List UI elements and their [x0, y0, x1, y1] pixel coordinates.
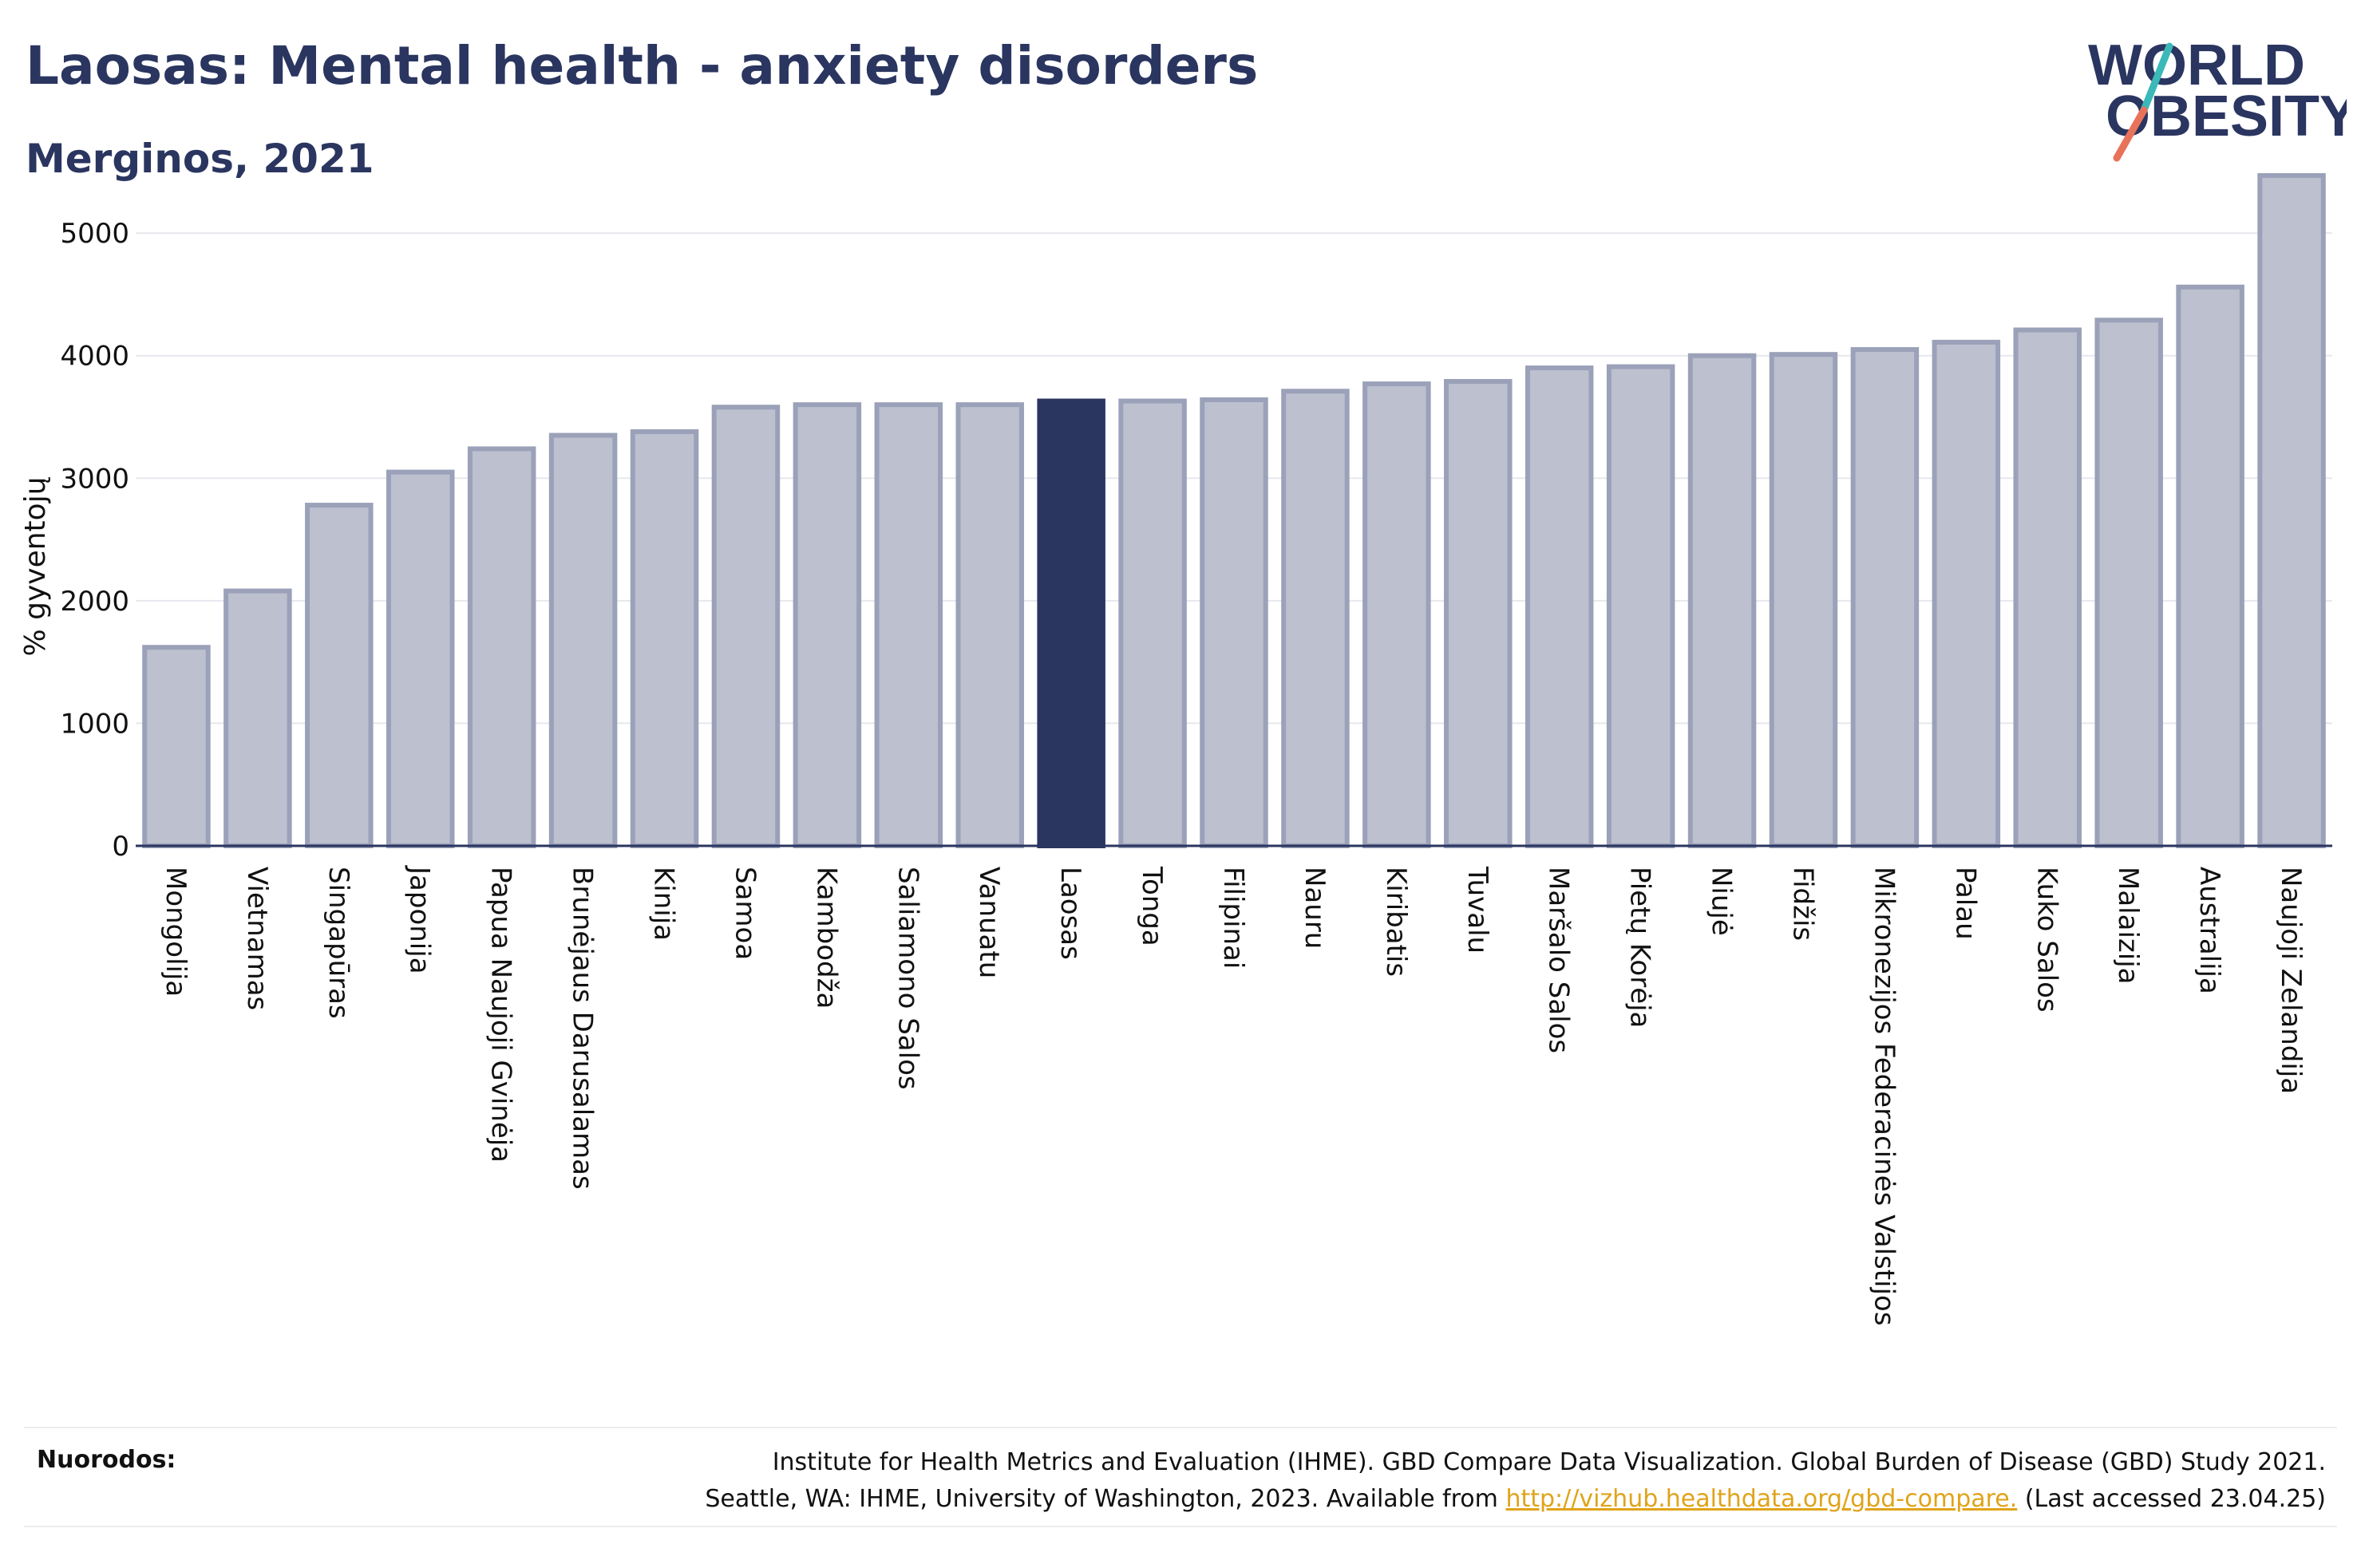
- x-tick-label: Saliamono Salos: [892, 867, 923, 1090]
- bar: [2094, 318, 2163, 848]
- bar: [955, 402, 1024, 848]
- bar: [1687, 353, 1757, 848]
- y-tick-label: 2000: [60, 586, 129, 618]
- bar: [630, 429, 699, 848]
- bar: [548, 432, 618, 848]
- reference-line-1: Institute for Health Metrics and Evaluat…: [772, 1448, 2326, 1476]
- bar: [1037, 398, 1105, 848]
- y-tick-label: 0: [112, 831, 129, 863]
- x-tick-label: Singapūras: [322, 867, 354, 1019]
- reference-line-2-prefix: Seattle, WA: IHME, University of Washing…: [705, 1485, 1498, 1513]
- x-tick-label: Kambodža: [810, 867, 842, 1009]
- y-tick-label: 3000: [60, 463, 129, 495]
- bar: [1606, 364, 1675, 848]
- chart-title: Laosas: Mental health - anxiety disorder…: [26, 35, 1259, 97]
- x-tick-label: Fidžis: [1786, 867, 1818, 941]
- y-tick-label: 4000: [60, 341, 129, 373]
- bar: [1281, 389, 1350, 848]
- reference-line-2-suffix: (Last accessed 23.04.25): [2024, 1485, 2326, 1513]
- world-obesity-logo: WORLD OBESITY: [2088, 34, 2347, 162]
- x-tick-label: Tuvalu: [1461, 866, 1493, 954]
- x-tick-label: Japonija: [404, 865, 436, 974]
- bar: [874, 402, 943, 848]
- x-tick-label: Kinija: [648, 867, 680, 941]
- bar: [1932, 339, 2001, 849]
- x-tick-label: Laosas: [1054, 867, 1086, 960]
- bar: [142, 645, 211, 849]
- logo-line2: OBESITY: [2106, 85, 2347, 148]
- x-tick-label: Vanuatu: [973, 867, 1005, 978]
- bar: [1118, 398, 1187, 848]
- x-tick-label: Pietų Korėja: [1624, 867, 1656, 1028]
- bar: [1200, 397, 1268, 848]
- y-axis-label: % gyventojų: [19, 476, 52, 656]
- x-tick-label: Samoa: [729, 867, 761, 960]
- bar: [223, 588, 292, 848]
- bar: [1525, 365, 1594, 849]
- reference-link[interactable]: http://vizhub.healthdata.org/gbd-compare…: [1505, 1485, 2018, 1513]
- x-tick-label: Mongolija: [160, 867, 192, 997]
- bar: [1444, 378, 1513, 848]
- bar: [1769, 352, 1838, 848]
- footer-divider-bottom: [24, 1526, 2337, 1527]
- chart-subtitle: Merginos, 2021: [26, 136, 374, 182]
- bar: [2013, 327, 2082, 848]
- bar: [386, 469, 455, 848]
- bar: [305, 503, 374, 848]
- x-tick-label: Niujė: [1706, 867, 1738, 936]
- bar: [2257, 172, 2326, 848]
- x-tick-label: Tonga: [1136, 866, 1168, 946]
- bar: [2176, 284, 2244, 848]
- bar: [1362, 381, 1431, 848]
- x-tick-label: Kiribatis: [1380, 867, 1412, 977]
- x-tick-label: Maršalo Salos: [1543, 867, 1575, 1053]
- reference-line-2: Seattle, WA: IHME, University of Washing…: [490, 1481, 2326, 1518]
- references-label: Nuorodos:: [37, 1446, 176, 1474]
- x-tick-label: Papua Naujoji Gvinėja: [485, 867, 517, 1163]
- y-tick-label: 5000: [60, 218, 129, 250]
- bar-chart: 0 1000 2000 3000 4000 5000 % gyventojų Mongolij…: [19, 172, 2332, 1325]
- x-tick-label: Nauru: [1299, 867, 1331, 949]
- x-tick-label: Vietnamas: [241, 867, 273, 1010]
- x-tick-label: Brunėjaus Darusalamas: [567, 867, 599, 1190]
- x-tick-label: Naujoji Zelandija: [2275, 867, 2307, 1094]
- bar: [793, 402, 862, 848]
- references-text: Institute for Health Metrics and Evaluat…: [490, 1444, 2326, 1518]
- x-tick-label: Mikronezijos Federacinės Valstijos: [1868, 867, 1900, 1325]
- bar: [467, 446, 536, 849]
- x-tick-label: Palau: [1949, 867, 1981, 940]
- logo-slash-coral: [2113, 106, 2148, 162]
- x-tick-label: Filipinai: [1217, 867, 1249, 969]
- y-tick-label: 1000: [60, 708, 129, 740]
- x-tick-label: Kuko Salos: [2031, 867, 2062, 1013]
- x-tick-label: Australija: [2193, 867, 2225, 994]
- logo-line1: WORLD: [2088, 34, 2305, 97]
- bar: [1850, 347, 1920, 848]
- logo-slash-teal: [2140, 42, 2173, 114]
- bar: [711, 405, 781, 848]
- x-tick-label: Malaizija: [2112, 867, 2144, 984]
- footer-divider-top: [24, 1427, 2337, 1428]
